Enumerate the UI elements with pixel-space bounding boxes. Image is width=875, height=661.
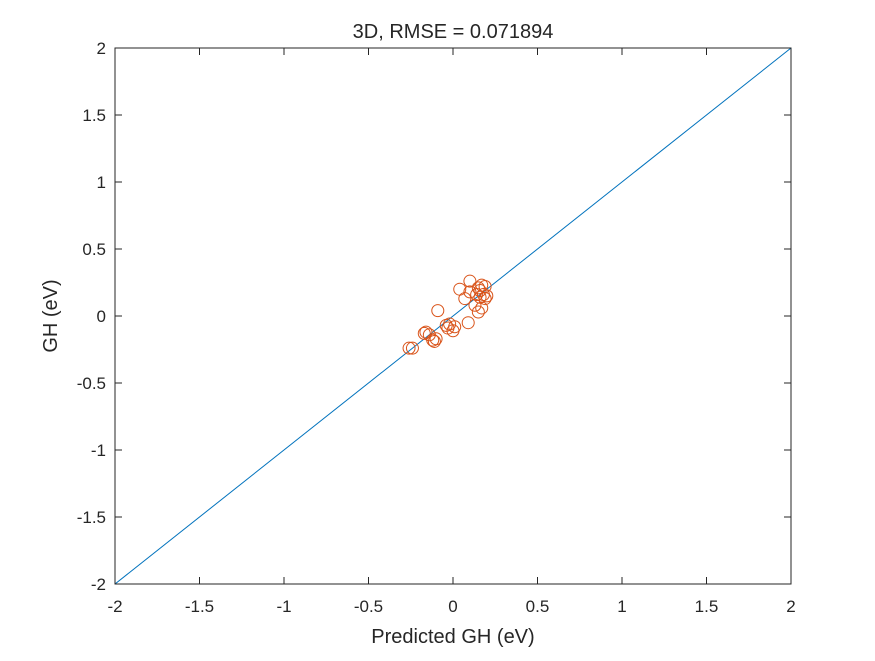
data-point (427, 334, 441, 348)
data-point (461, 316, 475, 330)
x-tick-label: -0.5 (354, 597, 383, 616)
identity-reference-line (114, 47, 792, 585)
data-point (402, 341, 416, 355)
x-tick-label: 2 (786, 597, 795, 616)
y-tick-label: -1 (91, 441, 106, 460)
data-point (458, 292, 472, 306)
x-tick-label: -2 (107, 597, 122, 616)
data-point (417, 326, 431, 340)
data-point (463, 274, 477, 288)
y-tick-label: 1.5 (82, 106, 106, 125)
x-tick-label: 1.5 (695, 597, 719, 616)
y-tick-label: 1 (97, 173, 106, 192)
y-axis-label: GH (eV) (40, 279, 62, 352)
data-point (480, 289, 494, 303)
data-point (471, 281, 485, 295)
data-point (463, 285, 477, 299)
y-tick-label: -2 (91, 575, 106, 594)
x-axis-ticks: -2 -1.5 -1 -0.5 0 0.5 1 1.5 2 (107, 48, 796, 616)
plot-area (114, 47, 792, 585)
x-axis-label: Predicted GH (eV) (371, 626, 534, 648)
y-tick-label: -0.5 (77, 374, 106, 393)
data-markers (402, 274, 494, 355)
y-tick-label: 0 (97, 307, 106, 326)
data-point (419, 325, 433, 339)
x-tick-label: 0 (448, 597, 457, 616)
data-point (475, 301, 489, 315)
chart-title: 3D, RMSE = 0.071894 (353, 21, 554, 43)
y-tick-label: 2 (97, 39, 106, 58)
y-axis-ticks: -2 -1.5 -1 -0.5 0 0.5 1 1.5 2 (77, 39, 791, 594)
data-point (478, 292, 492, 306)
x-tick-label: -1 (276, 597, 291, 616)
x-tick-label: 1 (617, 597, 626, 616)
data-point (431, 304, 445, 318)
data-point (429, 332, 443, 346)
x-tick-label: -1.5 (185, 597, 214, 616)
data-point (471, 305, 485, 319)
data-point (448, 320, 462, 334)
data-point (405, 341, 419, 355)
y-tick-label: -1.5 (77, 508, 106, 527)
x-tick-label: 0.5 (526, 597, 550, 616)
y-tick-label: 0.5 (82, 240, 106, 259)
data-point (468, 298, 482, 312)
data-point (473, 284, 487, 298)
